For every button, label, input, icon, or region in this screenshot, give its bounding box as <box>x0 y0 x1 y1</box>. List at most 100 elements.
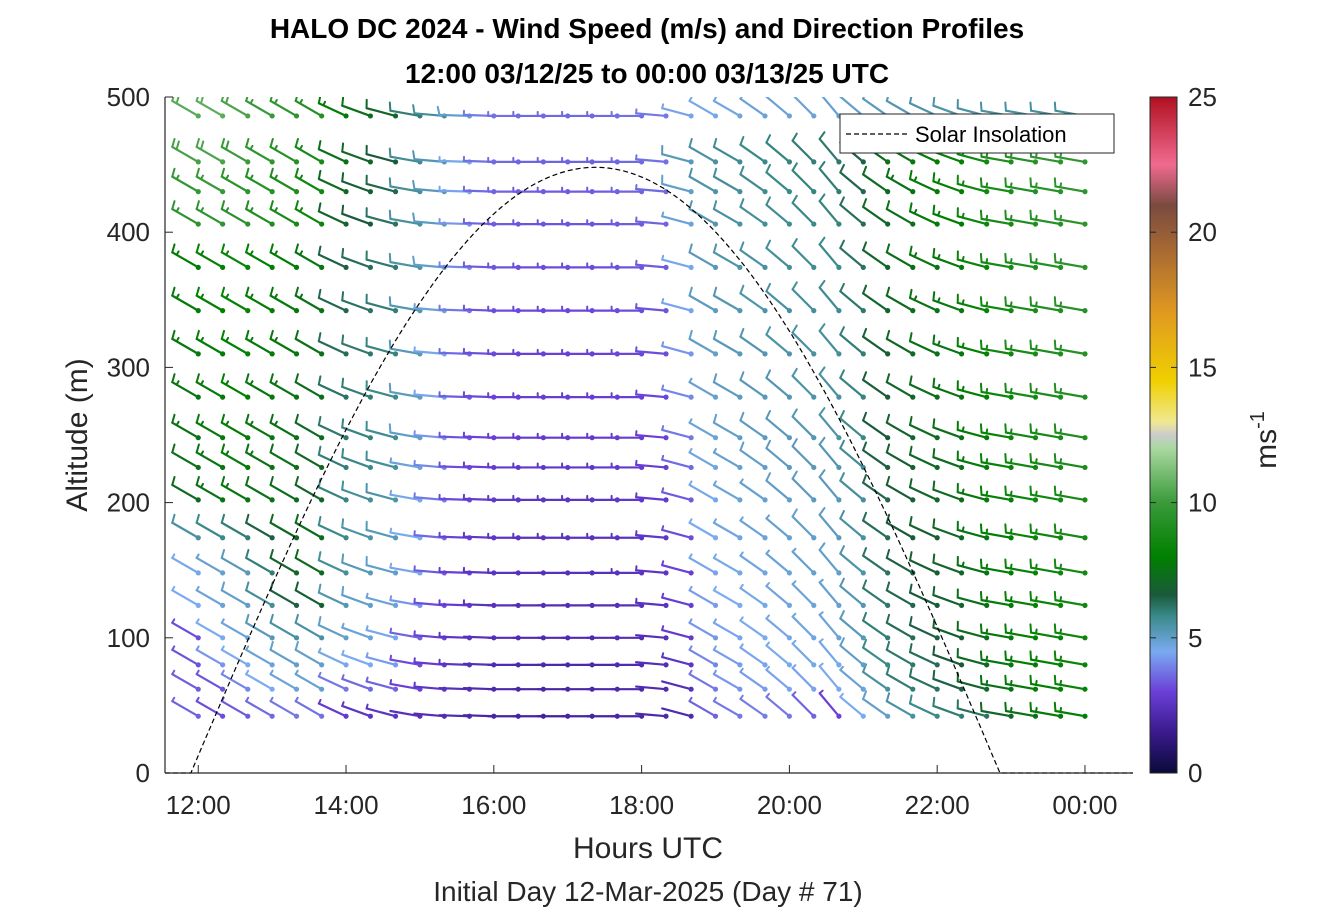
wind-barb-staff <box>885 251 914 269</box>
wind-barb <box>908 694 940 719</box>
wind-barb-staff <box>885 700 914 718</box>
wind-barb-half-flag <box>985 387 989 394</box>
wind-barb-staff <box>739 670 767 691</box>
wind-barb <box>245 413 275 441</box>
wind-barb-staff <box>791 169 815 193</box>
wind-barb-half-flag <box>195 696 200 703</box>
wind-barb-station <box>836 535 842 541</box>
wind-barb-flag <box>341 585 345 597</box>
wind-barb-station <box>195 394 201 400</box>
wind-barb-station <box>220 602 226 608</box>
wind-barb-flag <box>765 282 772 293</box>
wind-barb-station <box>367 308 374 314</box>
wind-barb <box>195 329 226 357</box>
wind-barb <box>635 108 669 119</box>
wind-barb <box>294 329 325 357</box>
wind-barb-station <box>269 497 275 503</box>
wind-barb <box>365 520 399 541</box>
wind-barb-station <box>1082 497 1088 503</box>
wind-barb-station <box>1082 189 1088 195</box>
wind-barb <box>341 674 374 692</box>
wind-barb-staff <box>294 451 323 469</box>
wind-barb-flag <box>388 382 392 393</box>
wind-barb-half-flag <box>1034 214 1038 221</box>
wind-barb-half-flag <box>249 293 254 300</box>
wind-barb <box>389 527 423 541</box>
wind-barb <box>661 211 694 227</box>
wind-barb-flag <box>765 410 772 420</box>
wind-barb-flag <box>317 515 322 527</box>
wind-barb-station <box>319 635 325 641</box>
wind-barb-half-flag <box>985 528 989 535</box>
wind-barb-station <box>885 435 891 441</box>
wind-barb-flag <box>979 296 983 307</box>
wind-barb-half-flag <box>1059 152 1063 159</box>
wind-barb-station <box>811 308 817 314</box>
wind-barb <box>269 696 300 719</box>
wind-barb-flag <box>220 581 226 592</box>
wind-barb-staff <box>791 288 815 312</box>
wind-barb <box>317 415 349 441</box>
wind-barb-staff <box>341 299 372 312</box>
wind-barb-flag <box>932 480 936 491</box>
wind-barb-station <box>910 662 916 668</box>
wind-barb-station <box>1082 713 1088 719</box>
wind-barb <box>317 375 349 400</box>
wind-barb <box>341 172 374 195</box>
wind-barb-flag <box>388 177 392 188</box>
wind-barb-flag <box>818 131 826 140</box>
wind-barb-half-flag <box>985 655 989 662</box>
wind-barb-station <box>293 713 300 719</box>
wind-barb-half-flag <box>985 563 989 570</box>
wind-barb-station <box>786 713 792 719</box>
wind-barb-station <box>1032 221 1039 227</box>
wind-barb-flag <box>199 140 205 151</box>
wind-barb-station <box>245 662 251 668</box>
wind-barb-station <box>367 189 374 195</box>
wind-barb <box>269 640 300 668</box>
wind-barb-half-flag <box>661 254 665 261</box>
wind-barb <box>979 523 1014 541</box>
wind-barb-half-flag <box>1059 706 1063 713</box>
wind-barb-flag <box>317 445 322 456</box>
wind-barb-half-flag <box>961 488 965 495</box>
wind-barb <box>739 135 768 165</box>
wind-barb-flag <box>1029 423 1033 434</box>
wind-barb-staff <box>791 415 815 439</box>
wind-barb-station <box>910 497 916 503</box>
wind-barb <box>688 618 719 641</box>
wind-barb <box>365 482 399 503</box>
wind-barb <box>365 592 399 608</box>
wind-barb <box>220 200 251 227</box>
wind-barb <box>765 196 792 227</box>
wind-barb-half-flag <box>269 669 274 676</box>
wind-barb-flag <box>245 513 250 524</box>
wind-barb-half-flag <box>688 645 693 651</box>
wind-barb <box>908 478 940 503</box>
wind-barb-station <box>245 264 251 270</box>
wind-barb-station <box>220 159 226 165</box>
wind-barb-flag <box>839 637 845 647</box>
colorbar-label-unit: ms <box>1250 429 1283 469</box>
wind-barbs <box>171 97 1088 719</box>
wind-barb-flag <box>317 245 322 256</box>
wind-barb-staff <box>862 646 889 666</box>
wind-barb-flag <box>979 177 983 188</box>
wind-barb <box>791 612 817 641</box>
wind-barb <box>979 177 1014 195</box>
wind-barb-staff <box>365 564 397 575</box>
wind-barb-staff <box>294 589 323 607</box>
wind-barb-station <box>934 221 940 227</box>
wind-barb-flag <box>979 558 983 569</box>
wind-barb-station <box>1057 435 1064 441</box>
wind-barb-half-flag <box>1034 258 1038 265</box>
wind-barb-staff <box>635 685 668 691</box>
wind-barb-flag <box>739 135 745 146</box>
wind-barb-flag <box>908 616 913 627</box>
wind-barb <box>818 436 842 471</box>
wind-barb-staff <box>908 651 939 666</box>
wind-barb-half-flag <box>389 527 393 534</box>
wind-barb-station <box>392 635 399 641</box>
wind-barb-staff <box>365 655 397 666</box>
